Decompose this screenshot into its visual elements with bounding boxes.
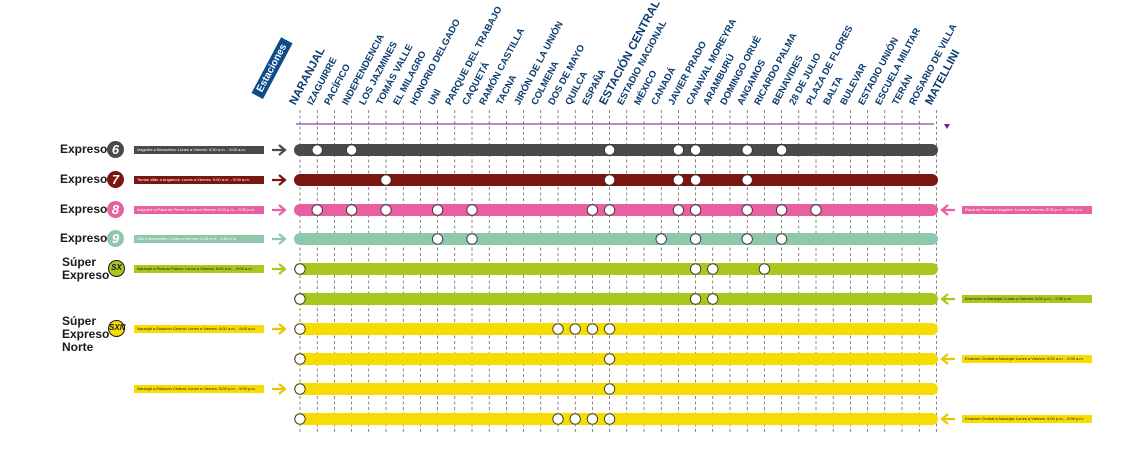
schedule-label: Aramburú a Naranjal: Lunes a Viernes: 5:… bbox=[962, 295, 1092, 303]
schedule-label: Naranjal a Ricardo Palma: Lunes a Vierne… bbox=[134, 265, 264, 273]
service-name: Súper Expreso bbox=[62, 255, 110, 282]
direction-arrow bbox=[272, 174, 287, 186]
stop-marker bbox=[741, 144, 753, 156]
stop-marker bbox=[603, 204, 616, 216]
schedule-label: Naranjal a Estación Central: Lunes a Vie… bbox=[134, 325, 264, 333]
stop-marker bbox=[294, 263, 306, 275]
stop-marker bbox=[603, 323, 616, 335]
service-name: Expreso bbox=[60, 142, 108, 156]
service-badge: 9 bbox=[107, 230, 124, 247]
schedule-label: Estación Central a Naranjal: Lunes a Vie… bbox=[962, 355, 1092, 363]
stop-marker bbox=[294, 293, 306, 305]
stop-marker bbox=[380, 174, 392, 186]
stop-marker bbox=[775, 144, 788, 156]
direction-arrow bbox=[940, 293, 955, 305]
stop-marker bbox=[741, 233, 753, 245]
service-badge: 8 bbox=[107, 201, 124, 218]
stop-marker bbox=[707, 293, 719, 305]
header-rule-marker bbox=[944, 124, 950, 129]
stop-marker bbox=[294, 413, 306, 425]
direction-arrow bbox=[940, 353, 955, 365]
stop-marker bbox=[603, 144, 616, 156]
stop-marker bbox=[603, 413, 616, 425]
stop-marker bbox=[294, 353, 306, 365]
stop-marker bbox=[380, 204, 392, 216]
stop-marker bbox=[689, 144, 702, 156]
stop-marker bbox=[672, 204, 685, 216]
stop-marker bbox=[689, 233, 702, 245]
stop-marker bbox=[741, 174, 753, 186]
stop-marker bbox=[345, 144, 358, 156]
service-name: Expreso bbox=[60, 231, 108, 245]
stop-marker bbox=[741, 204, 753, 216]
stop-marker bbox=[586, 413, 599, 425]
schedule-label: Tomás Valle a Angamos: Lunes a Viernes: … bbox=[134, 176, 264, 184]
service-name: Súper Expreso Norte bbox=[62, 314, 110, 354]
schedule-label: UNI a Benavides: Lunes a Viernes: 5:45 a… bbox=[134, 235, 264, 243]
direction-arrow bbox=[272, 204, 287, 216]
stop-marker bbox=[775, 204, 788, 216]
schedule-label: Izaguirre a Plaza de Flores: Lunes a Vie… bbox=[134, 206, 264, 214]
stop-marker bbox=[569, 413, 581, 425]
stop-marker bbox=[810, 204, 822, 216]
stop-marker bbox=[672, 174, 685, 186]
direction-arrow bbox=[272, 233, 287, 245]
service-name: Expreso bbox=[60, 202, 108, 216]
stop-marker bbox=[689, 293, 702, 305]
schedule-label: Plaza de Flores a Izaguirre: Lunes a Vie… bbox=[962, 206, 1092, 214]
stop-marker bbox=[672, 144, 685, 156]
stop-marker bbox=[758, 263, 771, 275]
stop-marker bbox=[586, 323, 599, 335]
stop-marker bbox=[655, 233, 667, 245]
stop-marker bbox=[707, 263, 719, 275]
service-name: Expreso bbox=[60, 172, 108, 186]
stop-marker bbox=[431, 204, 444, 216]
stop-marker bbox=[689, 263, 702, 275]
direction-arrow bbox=[272, 263, 287, 275]
stop-marker bbox=[431, 233, 444, 245]
service-badge: 7 bbox=[107, 171, 124, 188]
direction-arrow bbox=[272, 383, 287, 395]
stop-marker bbox=[552, 323, 564, 335]
service-badge: SX bbox=[108, 260, 125, 277]
stop-marker bbox=[294, 383, 306, 395]
stop-marker bbox=[775, 233, 788, 245]
stop-marker bbox=[603, 174, 616, 186]
stop-marker bbox=[311, 144, 323, 156]
service-badge: 6 bbox=[107, 141, 124, 158]
stop-marker bbox=[603, 353, 616, 365]
stop-marker bbox=[689, 174, 702, 186]
stop-marker bbox=[552, 413, 564, 425]
direction-arrow bbox=[272, 323, 287, 335]
direction-arrow bbox=[272, 144, 287, 156]
stop-marker bbox=[603, 383, 616, 395]
stop-marker bbox=[586, 204, 599, 216]
stop-marker bbox=[569, 323, 581, 335]
schedule-label: Estación Central a Naranjal: Lunes a Vie… bbox=[962, 415, 1092, 423]
direction-arrow bbox=[940, 204, 955, 216]
stop-marker bbox=[689, 204, 702, 216]
schedule-label: Izaguirre a Benavides: Lunes a Viernes: … bbox=[134, 146, 264, 154]
schedule-label: Naranjal a Estación Central: Lunes a Vie… bbox=[134, 385, 264, 393]
stop-marker bbox=[466, 233, 478, 245]
stop-marker bbox=[345, 204, 358, 216]
direction-arrow bbox=[940, 413, 955, 425]
stop-marker bbox=[311, 204, 323, 216]
stop-marker bbox=[294, 323, 306, 335]
service-badge: SXN bbox=[108, 320, 125, 337]
stop-marker bbox=[466, 204, 478, 216]
